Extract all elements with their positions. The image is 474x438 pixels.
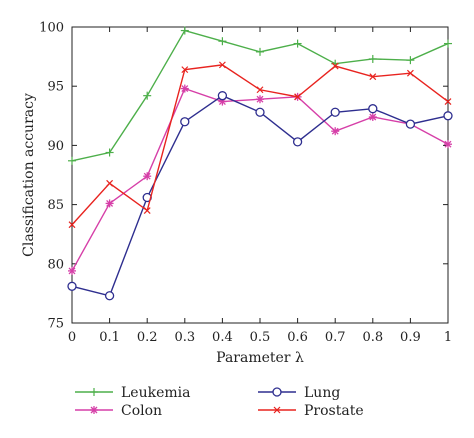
- data-point-lung: [67, 281, 77, 291]
- x-axis-title: Parameter λ: [216, 350, 304, 366]
- x-tick-label: 0.1: [99, 330, 120, 345]
- data-point-leukemia: [444, 39, 452, 48]
- legend-label-prostate: Prostate: [304, 403, 364, 419]
- data-point-prostate: [294, 93, 302, 101]
- data-point-leukemia: [368, 54, 377, 63]
- legend-marker-lung: [272, 387, 282, 397]
- data-point-colon: [256, 95, 264, 104]
- x-tick-label: 0.9: [400, 330, 421, 345]
- x-tick-label: 0.5: [250, 330, 271, 345]
- data-point-lung: [217, 91, 228, 101]
- data-point-leukemia: [180, 26, 189, 35]
- data-point-prostate: [106, 179, 114, 187]
- data-point-leukemia: [68, 156, 76, 165]
- series-group: [67, 26, 453, 301]
- series-line-prostate: [71, 64, 449, 226]
- data-point-prostate: [444, 98, 452, 106]
- data-point-leukemia: [218, 37, 227, 46]
- y-tick-label: 90: [47, 139, 64, 154]
- axis-ticks: 0 0.1 0.2 0.3 0.4 0.5 0.6 0.7 0.8 0.9 1 75 80 85 90 95 1…: [39, 21, 452, 346]
- x-tick-label: 0.2: [137, 330, 158, 345]
- x-tick-label: 0.3: [174, 330, 195, 345]
- y-tick-label: 80: [47, 257, 64, 272]
- y-tick-label: 75: [47, 317, 64, 332]
- y-tick-label: 95: [47, 80, 64, 95]
- y-tick-label: 85: [47, 198, 64, 213]
- data-point-colon: [143, 172, 152, 181]
- data-point-lung: [180, 117, 190, 127]
- y-axis-title: Classification accuracy: [21, 93, 37, 257]
- series-line-lung: [71, 94, 449, 297]
- data-point-lung: [443, 111, 453, 121]
- legend-label-lung: Lung: [304, 385, 340, 401]
- x-tick-label: 0.4: [212, 330, 233, 345]
- data-point-prostate: [406, 69, 414, 77]
- legend-marker-leukemia: [90, 388, 98, 396]
- data-point-prostate: [143, 207, 151, 214]
- data-point-prostate: [256, 86, 264, 94]
- x-tick-label: 0.8: [362, 330, 383, 345]
- plot-frame: [71, 26, 449, 324]
- legend-item-leukemia: Leukemia: [75, 385, 190, 401]
- data-point-prostate: [68, 221, 76, 229]
- y-tick-label: 100: [39, 21, 64, 36]
- data-point-colon: [444, 140, 452, 149]
- data-point-prostate: [181, 66, 189, 74]
- data-point-colon: [105, 199, 114, 208]
- data-point-lung: [292, 137, 303, 147]
- data-point-prostate: [331, 62, 339, 70]
- data-point-lung: [104, 291, 115, 301]
- x-tick-label: 0: [68, 330, 76, 345]
- legend-item-lung: Lung: [258, 385, 340, 401]
- x-tick-label: 0.6: [287, 330, 308, 345]
- data-point-lung: [255, 107, 265, 117]
- legend-marker-prostate: [273, 406, 281, 414]
- data-point-leukemia: [256, 47, 264, 56]
- data-point-colon: [180, 84, 189, 93]
- legend: Leukemia Colon Lung Prostate: [75, 385, 364, 419]
- data-point-leukemia: [293, 39, 302, 48]
- data-point-lung: [330, 107, 340, 117]
- data-point-leukemia: [105, 148, 114, 157]
- data-point-colon: [68, 266, 76, 275]
- data-point-lung: [368, 104, 378, 114]
- data-point-leukemia: [143, 91, 152, 100]
- data-point-colon: [331, 127, 340, 136]
- x-tick-label: 1: [444, 330, 452, 345]
- legend-item-prostate: Prostate: [258, 403, 364, 419]
- data-point-prostate: [218, 61, 226, 69]
- legend-label-leukemia: Leukemia: [121, 385, 190, 401]
- legend-item-colon: Colon: [75, 403, 162, 419]
- data-point-prostate: [369, 73, 377, 81]
- legend-label-colon: Colon: [121, 403, 162, 419]
- x-tick-label: 0.7: [325, 330, 346, 345]
- data-point-leukemia: [406, 56, 415, 65]
- legend-marker-colon: [90, 406, 98, 414]
- data-point-lung: [405, 119, 416, 129]
- data-point-colon: [368, 112, 377, 121]
